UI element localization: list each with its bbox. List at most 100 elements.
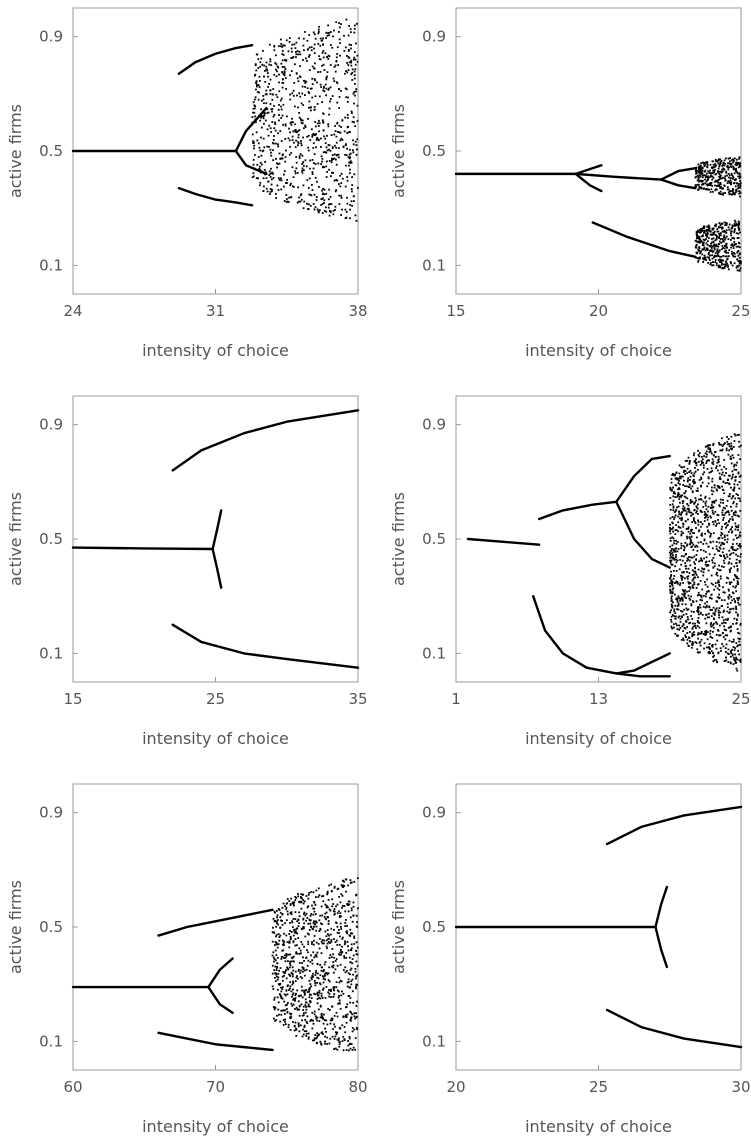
chaos-point xyxy=(738,515,740,518)
chaos-point xyxy=(720,531,723,534)
chaos-point xyxy=(733,465,735,468)
chaos-point xyxy=(281,906,284,909)
chaos-point xyxy=(697,576,699,579)
chaos-point xyxy=(310,1019,313,1022)
chaos-point xyxy=(274,920,276,922)
chaos-point xyxy=(273,1006,276,1009)
chaos-point xyxy=(734,179,737,182)
chaos-point xyxy=(708,606,711,609)
chaos-point xyxy=(694,176,697,179)
chaos-point xyxy=(291,966,294,969)
chaos-point xyxy=(356,54,359,57)
chaos-point xyxy=(319,914,322,917)
chaos-point xyxy=(702,500,705,503)
chaos-point xyxy=(739,474,742,477)
chaos-point xyxy=(703,162,705,165)
chaos-point xyxy=(709,250,712,253)
chaos-point xyxy=(718,583,720,586)
chaos-point xyxy=(298,116,301,119)
chaos-point xyxy=(282,123,284,126)
chaos-point xyxy=(277,943,280,946)
chaos-point xyxy=(697,520,700,523)
chaos-point xyxy=(670,582,673,585)
chaos-point xyxy=(298,947,301,950)
chaos-point xyxy=(732,166,735,169)
chaos-point xyxy=(726,602,729,605)
chaos-point xyxy=(254,96,257,99)
chaos-point xyxy=(716,484,719,487)
chaos-point xyxy=(673,608,676,611)
chaos-point xyxy=(713,612,716,615)
chaos-point xyxy=(688,597,691,600)
chaos-point xyxy=(311,134,314,136)
chaos-point xyxy=(713,248,716,251)
chaos-point xyxy=(695,510,698,513)
chaos-point xyxy=(278,983,281,986)
chaos-point xyxy=(256,53,259,56)
chaos-point xyxy=(309,926,312,928)
chaos-point xyxy=(670,547,673,550)
chaos-point xyxy=(309,109,312,112)
chaos-point xyxy=(321,39,324,42)
chaos-point xyxy=(354,970,357,973)
chaos-point xyxy=(712,460,715,463)
chaos-point xyxy=(697,259,700,262)
chaos-point xyxy=(325,77,328,79)
chaos-point xyxy=(287,1023,290,1026)
chaos-point xyxy=(313,992,316,995)
chaos-point xyxy=(701,613,704,616)
chaos-point xyxy=(673,615,676,618)
chaos-point xyxy=(687,504,690,507)
chaos-point xyxy=(307,187,310,189)
chaos-point xyxy=(738,246,741,249)
chaos-point xyxy=(310,976,313,979)
chaos-point xyxy=(301,119,304,122)
chaos-point xyxy=(303,969,306,972)
chaos-point xyxy=(727,268,730,271)
chaos-point xyxy=(302,1028,304,1031)
chaos-point xyxy=(284,1004,287,1007)
chaos-point xyxy=(676,600,679,603)
chaos-point xyxy=(278,45,280,48)
chaos-point xyxy=(688,581,690,584)
chaos-point xyxy=(720,468,723,471)
chaos-point xyxy=(333,986,336,988)
chaos-point xyxy=(320,204,323,206)
chaos-point xyxy=(692,513,694,515)
chaos-point xyxy=(317,994,319,997)
chaos-point xyxy=(315,1015,317,1018)
chaos-point xyxy=(702,161,704,164)
chaos-point xyxy=(713,451,716,454)
chaos-point xyxy=(702,234,704,237)
chaos-point xyxy=(713,243,716,246)
chaos-point xyxy=(351,1030,354,1033)
chaos-point xyxy=(297,1000,300,1003)
chaos-point xyxy=(687,510,690,513)
chaos-point xyxy=(688,471,691,474)
chaos-point xyxy=(681,559,684,562)
chaos-point xyxy=(295,1034,298,1037)
chaos-point xyxy=(340,172,343,175)
chaos-point xyxy=(343,1025,346,1028)
chaos-point xyxy=(346,116,349,119)
chaos-point xyxy=(738,186,740,189)
chaos-point xyxy=(737,497,740,500)
chaos-point xyxy=(697,613,700,616)
chaos-point xyxy=(719,176,721,179)
chaos-point xyxy=(722,554,725,557)
chaos-point xyxy=(285,1023,287,1026)
chaos-point xyxy=(716,228,719,231)
chaos-point xyxy=(719,547,722,550)
chaos-point xyxy=(707,477,710,480)
chaos-point xyxy=(718,165,721,168)
chaos-point xyxy=(303,989,306,992)
chaos-point xyxy=(292,980,294,983)
chaos-point xyxy=(681,576,684,578)
chaos-point xyxy=(280,990,283,993)
chaos-point xyxy=(714,158,717,161)
chaos-point xyxy=(735,590,738,593)
plot-frame xyxy=(72,783,359,1071)
chaos-point xyxy=(262,49,264,52)
chaos-point xyxy=(347,980,350,983)
chaos-point xyxy=(274,972,276,975)
